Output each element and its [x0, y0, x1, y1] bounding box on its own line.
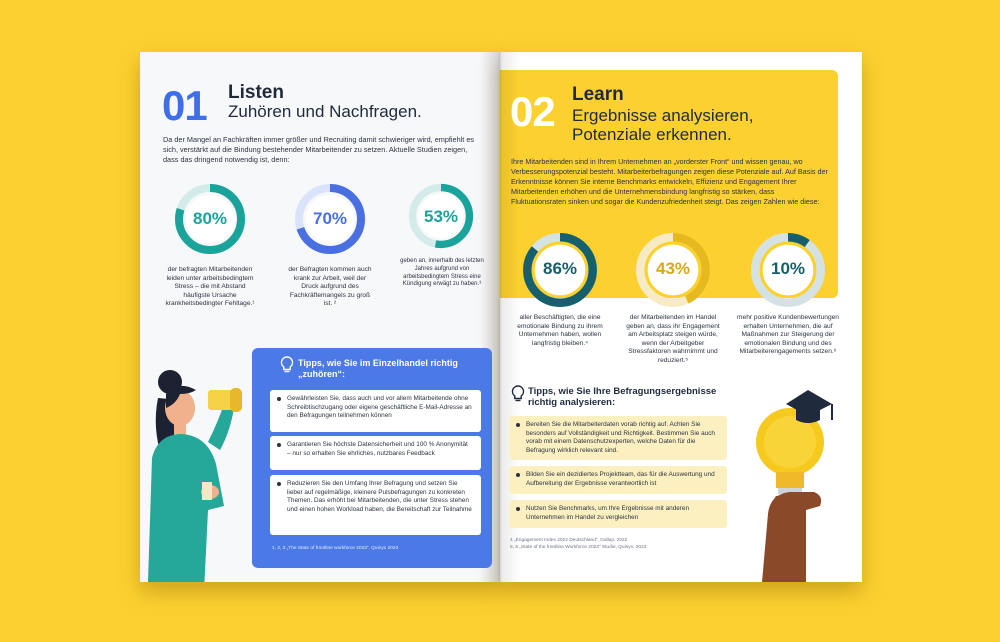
stat-ring-10: [751, 233, 825, 307]
stat-text-53: geben an, innerhalb des letzten Jahres a…: [400, 258, 484, 288]
tips-title-right-line1: Tipps, wie Sie Ihre Befragungsergebnisse: [528, 386, 717, 397]
stat-ring-70: [295, 184, 365, 254]
stat-ring-70-fill: [295, 184, 365, 254]
intro-paragraph-left: Da der Mangel an Fachkräften immer größe…: [163, 135, 475, 164]
tip-right-2-text: Bilden Sie ein dezidiertes Projektteam, …: [526, 471, 715, 487]
section-subtitle-listen: Zuhören und Nachfragen.: [228, 102, 422, 121]
stat-text-10: mehr positive Kundenbewertungen erhalten…: [737, 314, 839, 355]
stat-ring-86: [523, 233, 597, 307]
tip-left-2-text: Garantieren Sie höchste Datensicherheit …: [287, 441, 468, 457]
tips-title-left: Tipps, wie Sie im Einzelhandel richtig „…: [298, 358, 458, 379]
tip-left-3: Reduzieren Sie den Umfang Ihrer Befragun…: [270, 475, 481, 535]
tip-left-1: Gewährleisten Sie, dass auch und vor all…: [270, 390, 481, 432]
section-subtitle-learn-line1: Ergebnisse analysieren,: [572, 106, 754, 125]
tip-right-2: Bilden Sie ein dezidiertes Projektteam, …: [509, 466, 727, 494]
lightbulb-icon: [280, 356, 294, 374]
stat-ring-43-fill: [636, 233, 710, 307]
stat-value-80: 80%: [192, 209, 228, 228]
footnote-right-1: 4 „Engagement Index 2022 Deutschland“, G…: [510, 538, 628, 543]
stat-value-43: 43%: [655, 259, 691, 278]
stat-value-53: 53%: [423, 207, 459, 226]
stat-text-80: der befragten Mitarbeitenden leiden unte…: [165, 266, 255, 307]
tips-title-right-line2: richtig analysieren:: [528, 397, 616, 408]
tip-left-2: Garantieren Sie höchste Datensicherheit …: [270, 436, 481, 470]
tip-right-3-text: Nutzen Sie Benchmarks, um Ihre Ergebniss…: [526, 505, 690, 521]
stat-text-43: der Mitarbeitenden im Handel geben an, d…: [626, 314, 720, 364]
stat-value-86: 86%: [542, 259, 578, 278]
tip-right-1-text: Bereiten Sie die Mitarbeiterdaten vorab …: [526, 421, 715, 454]
lightbulb-graduation-illustration: [756, 390, 833, 582]
tip-left-3-text: Reduzieren Sie den Umfang Ihrer Befragun…: [287, 480, 472, 513]
section-title-learn: Learn: [572, 84, 624, 105]
tip-left-1-text: Gewährleisten Sie, dass auch und vor all…: [287, 395, 472, 420]
stat-ring-80: [175, 184, 245, 254]
stat-ring-53: [408, 183, 474, 249]
tip-right-1: Bereiten Sie die Mitarbeiterdaten vorab …: [509, 416, 727, 460]
stat-ring-53-fill: [408, 183, 474, 249]
section-number-02: 02: [510, 88, 556, 135]
section-number-01: 01: [162, 82, 208, 129]
stat-value-70: 70%: [312, 209, 348, 228]
stat-ring-10-fill: [751, 233, 825, 307]
stat-text-70: der Befragten kommen auch krank zur Arbe…: [288, 266, 372, 307]
stat-value-10: 10%: [770, 259, 806, 278]
section-title-listen: Listen: [228, 82, 284, 103]
footnote-left: 1, 2, 3 „The State of frontline workforc…: [272, 546, 399, 551]
lightbulb-icon-right: [511, 385, 525, 403]
woman-listening-illustration: [148, 370, 242, 582]
footnote-right-2: 5, 6 „State of the frontline Workforce 2…: [510, 545, 647, 550]
stat-ring-86-fill: [523, 233, 597, 307]
section-subtitle-learn-line2: Potenziale erkennen.: [572, 125, 732, 144]
intro-paragraph-right: Ihre Mitarbeitenden sind in Ihrem Untern…: [511, 157, 828, 206]
stat-text-86: aller Beschäftigten, die eine emotionale…: [517, 314, 603, 347]
stat-ring-80-fill: [175, 184, 245, 254]
stat-ring-43: [636, 233, 710, 307]
tip-right-3: Nutzen Sie Benchmarks, um Ihre Ergebniss…: [509, 500, 727, 528]
